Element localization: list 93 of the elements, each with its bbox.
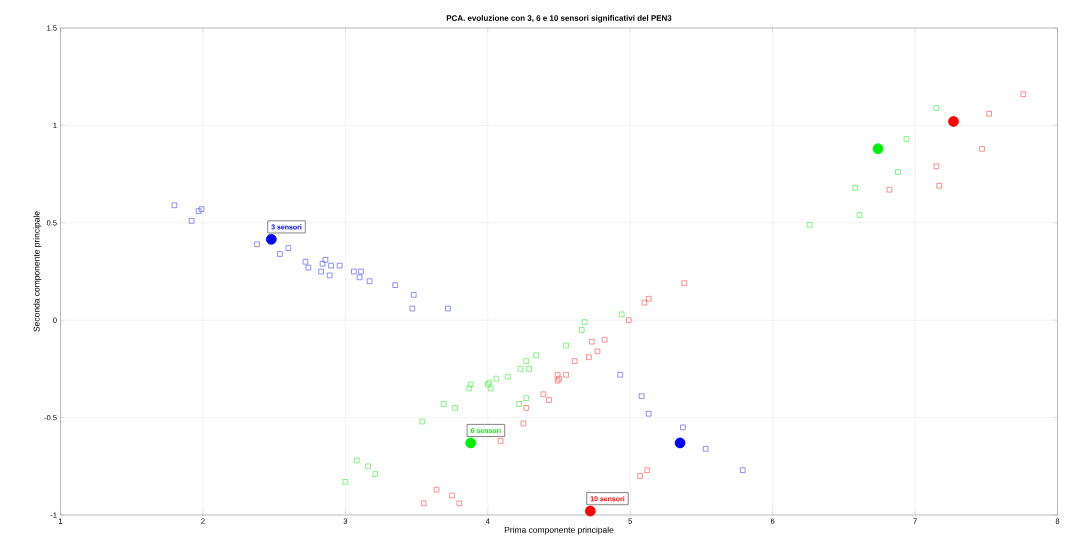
- point: [895, 169, 901, 175]
- x-axis-title: Prima componente principale: [504, 526, 614, 535]
- point: [265, 234, 277, 245]
- point: [523, 405, 529, 411]
- point: [641, 299, 648, 306]
- point: [420, 500, 427, 507]
- point: [702, 446, 709, 452]
- point: [351, 268, 357, 275]
- point: [523, 395, 529, 401]
- point: [645, 296, 652, 302]
- point: [445, 305, 451, 312]
- point: [674, 437, 686, 449]
- point: [392, 282, 398, 288]
- point: [354, 457, 360, 464]
- point: [328, 262, 334, 269]
- point: [188, 218, 195, 224]
- point: [637, 473, 643, 479]
- point: [563, 342, 569, 349]
- point: [594, 348, 601, 355]
- point: [563, 371, 569, 378]
- point: [546, 397, 552, 403]
- point: [410, 292, 417, 298]
- point: [554, 371, 561, 378]
- point: [680, 424, 686, 431]
- point: [319, 260, 326, 267]
- point: [1020, 91, 1027, 97]
- point: [645, 410, 652, 417]
- point: [520, 420, 527, 427]
- point: [644, 467, 651, 473]
- point: [806, 222, 813, 228]
- point: [540, 391, 547, 397]
- point: [302, 259, 309, 265]
- point: [366, 278, 373, 284]
- point: [516, 401, 522, 407]
- point: [533, 352, 539, 359]
- point: [886, 186, 893, 193]
- point: [322, 257, 329, 263]
- point: [936, 183, 943, 189]
- point: [305, 264, 312, 271]
- point: [342, 479, 349, 485]
- point: [419, 418, 426, 425]
- point: [526, 366, 532, 372]
- point: [584, 505, 596, 517]
- point: [571, 358, 578, 364]
- point: [601, 336, 608, 343]
- point: [948, 116, 959, 127]
- point: [171, 202, 178, 209]
- point: [517, 366, 524, 372]
- point: [456, 500, 463, 507]
- point: [739, 467, 746, 473]
- point: [638, 393, 645, 399]
- point: [497, 438, 504, 444]
- point: [487, 385, 494, 392]
- point: [523, 358, 529, 364]
- point: [626, 317, 632, 323]
- point: [466, 385, 473, 392]
- point: [681, 280, 688, 286]
- point: [986, 110, 992, 117]
- point: [195, 208, 202, 214]
- point: [852, 184, 858, 191]
- point: [433, 486, 440, 493]
- point: [358, 268, 364, 275]
- point: [318, 268, 324, 275]
- point: [872, 143, 884, 155]
- point: [285, 245, 292, 251]
- point: [409, 305, 416, 312]
- point: [579, 327, 585, 333]
- point: [493, 375, 500, 382]
- point: [449, 492, 455, 499]
- point: [277, 251, 283, 257]
- point: [336, 262, 343, 269]
- point: [589, 338, 595, 345]
- point: [979, 146, 985, 152]
- point: [618, 311, 625, 318]
- point: [933, 163, 940, 170]
- point: [326, 272, 333, 279]
- point: [617, 371, 623, 378]
- point: [198, 206, 205, 212]
- point: [452, 405, 458, 411]
- point: [365, 463, 371, 470]
- point: [504, 373, 511, 380]
- point: [254, 241, 260, 247]
- point: [372, 471, 379, 477]
- point: [856, 212, 863, 218]
- point: [933, 105, 940, 111]
- point: [903, 136, 910, 142]
- point: [467, 381, 474, 388]
- point: [581, 319, 588, 325]
- y-axis-title: Seconda componente principale: [33, 211, 42, 332]
- point: [586, 354, 592, 360]
- point: [356, 274, 363, 281]
- point: [440, 401, 447, 407]
- point: [465, 437, 477, 449]
